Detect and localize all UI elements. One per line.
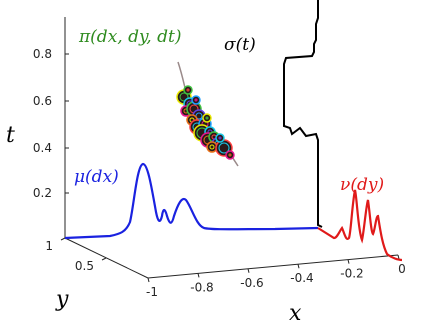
sigma-series-label: σ(t) <box>224 35 256 55</box>
pi-point-ring <box>218 136 222 140</box>
y-axis-label: y <box>55 287 69 312</box>
x-axis-line <box>147 254 399 279</box>
y-tick-mark <box>60 237 66 241</box>
x-tick-mark <box>147 277 150 283</box>
pi-point <box>215 133 225 143</box>
y-tick-label: 0.5 <box>75 259 94 273</box>
x-tick-label: -0.6 <box>240 276 263 290</box>
pi-point-ring <box>194 98 198 102</box>
sigma-curve <box>283 0 323 228</box>
y-tick-mark <box>101 257 107 261</box>
pi-point <box>191 95 201 105</box>
pi-point-ring <box>186 88 190 92</box>
x-tick-mark <box>297 264 300 269</box>
pi-point-ring <box>205 116 209 120</box>
t-axis-label: t <box>6 123 15 148</box>
nu-curve <box>317 189 403 262</box>
t-tick-label: 0.4 <box>33 141 52 155</box>
t-tick-label: 0.2 <box>33 186 52 200</box>
x-tick-mark <box>247 268 250 273</box>
pi-point-ring <box>228 153 232 157</box>
nu-series-label: ν(dy) <box>340 175 384 195</box>
t-axis-ticks: 0.8 0.6 0.4 0.2 <box>33 47 69 200</box>
t-tick-label: 0.8 <box>33 47 52 61</box>
y-axis-ticks: 10.5 <box>45 237 107 273</box>
x-tick-label: -1 <box>146 285 158 299</box>
x-axis-label: x <box>289 301 302 326</box>
mu-series-label: μ(dx) <box>74 167 119 187</box>
x-tick-label: -0.2 <box>340 267 363 281</box>
pi-series-label: π(dx, dy, dt) <box>78 27 181 47</box>
x-tick-label: -0.4 <box>290 271 313 285</box>
x-axis-ticks: -1 -0.8 -0.6 -0.4 -0.2 0 <box>146 254 406 299</box>
x-tick-mark <box>347 259 350 264</box>
x-tick-label: -0.8 <box>190 280 213 294</box>
x-tick-mark <box>397 254 400 260</box>
x-tick-mark <box>197 273 200 278</box>
pi-point <box>225 150 235 160</box>
pi-point <box>183 85 193 95</box>
pi-point <box>202 113 212 123</box>
x-tick-label: 0 <box>398 262 406 276</box>
pi-scatter <box>176 61 239 167</box>
mu-curve <box>64 162 319 240</box>
pi-point-ring <box>218 142 230 154</box>
y-tick-label: 1 <box>45 239 53 253</box>
t-tick-label: 0.6 <box>33 94 52 108</box>
y-axis-line <box>64 237 149 279</box>
pi-point-ring <box>209 144 215 150</box>
